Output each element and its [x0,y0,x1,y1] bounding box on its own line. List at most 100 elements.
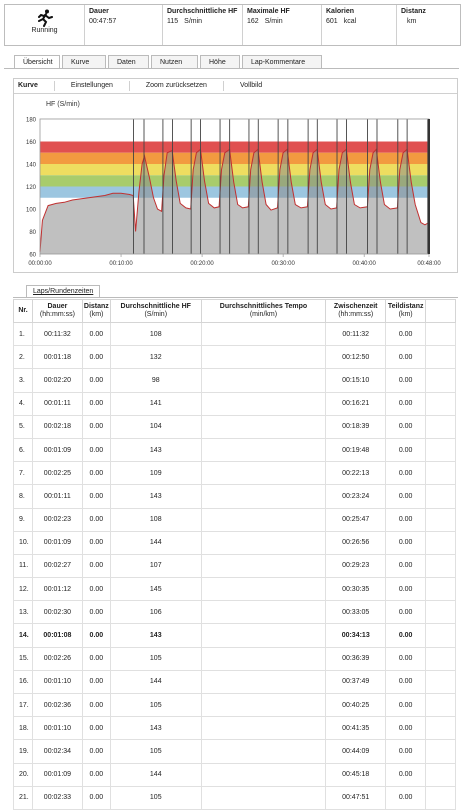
lap-cell [200,484,327,509]
lap-cell [200,391,327,416]
lap-cell: 5. [13,414,33,439]
y-tick-label: 120 [26,185,37,191]
hr-chart[interactable]: HF (S/min) 180 160 140 120 100 80 60 00:00:00 0… [14,94,457,272]
lap-row[interactable]: 12. 00:01:12 0.00 145 00:30:35 0.00 [13,577,456,602]
lap-cell: 00:01:11 [31,484,83,509]
avg-hr-value: 115 [167,18,179,25]
lap-row[interactable]: 3. 00:02:20 0.00 98 00:15:10 0.00 [13,368,456,393]
lap-row[interactable]: 2. 00:01:18 0.00 132 00:12:50 0.00 [13,345,456,370]
lap-row[interactable]: 1. 00:11:32 0.00 108 00:11:32 0.00 [13,321,456,347]
lap-row[interactable]: 15. 00:02:26 0.00 105 00:36:39 0.00 [13,646,456,671]
lap-cell: 00:23:24 [325,484,387,509]
tab-hoehe[interactable]: Höhe [200,55,240,68]
lap-cell: 0.00 [81,553,111,579]
lap-row[interactable]: 20. 00:01:09 0.00 144 00:45:18 0.00 [13,762,456,787]
laps-header-4[interactable]: Durchschnittliches Tempo (min/km) [200,299,327,323]
avg-hr-unit: S/min [184,18,203,25]
lap-cell: 0.00 [385,762,427,787]
lap-cell: 21. [13,785,33,810]
lap-cell [200,553,327,579]
lap-cell: 9. [13,507,33,532]
lap-row[interactable]: 17. 00:02:36 0.00 105 00:40:25 0.00 [13,692,456,718]
lap-cell: 0.00 [385,321,427,347]
lap-cell: 20. [13,762,33,787]
lap-row[interactable]: 9. 00:02:23 0.00 108 00:25:47 0.00 [13,507,456,532]
lap-row[interactable]: 16. 00:01:10 0.00 144 00:37:49 0.00 [13,669,456,695]
lap-cell: 0.00 [385,716,427,741]
tab-kurve[interactable]: Kurve [62,55,106,68]
lap-row[interactable]: 10. 00:01:09 0.00 144 00:26:56 0.00 [13,530,456,555]
tab-daten[interactable]: Daten [108,55,149,68]
laps-header-3[interactable]: Durchschnittliche HF (S/min) [109,299,202,323]
tab-divider [4,68,459,69]
header-unit: (hh:mm:ss) [39,311,75,318]
lap-cell [200,623,327,648]
lap-row[interactable]: 8. 00:01:11 0.00 143 00:23:24 0.00 [13,484,456,509]
laps-header-7[interactable] [425,299,456,323]
lap-cell: 00:02:23 [31,507,83,532]
calories-cell: Kalorien 601 kcal [322,5,397,45]
settings-button[interactable]: Einstellungen [55,81,130,91]
reset-zoom-button[interactable]: Zoom zurücksetzen [130,81,224,91]
laps-tab[interactable]: Laps/Rundenzeiten [26,285,101,298]
laps-header-6[interactable]: Teildistanz (km) [385,299,427,323]
lap-cell: 0.00 [385,692,427,718]
lap-cell: 00:02:33 [31,785,83,810]
lap-cell [200,600,327,625]
toolbar-kurve[interactable]: Kurve [14,81,55,91]
tab-uebersicht[interactable]: Übersicht [14,55,60,68]
lap-row[interactable]: 19. 00:02:34 0.00 105 00:44:09 0.00 [13,739,456,764]
tab-lap-kommentare[interactable]: Lap-Kommentare [242,55,322,68]
lap-row[interactable]: 5. 00:02:18 0.00 104 00:18:39 0.00 [13,414,456,439]
lap-cell: 00:02:27 [31,553,83,579]
lap-cell [200,762,327,787]
lap-cell: 0.00 [385,530,427,555]
y-tick-label: 160 [26,140,37,146]
fullscreen-button[interactable]: Vollbild [239,82,263,89]
lap-cell: 0.00 [81,507,111,532]
distance-unit: km [407,18,417,25]
lap-cell [200,669,327,695]
lap-row[interactable]: 7. 00:02:25 0.00 109 00:22:13 0.00 [13,461,456,486]
lap-row[interactable]: 18. 00:01:10 0.00 143 00:41:35 0.00 [13,716,456,741]
laps-header-2[interactable]: Distanz (km) [81,299,111,323]
lap-cell: 17. [13,692,33,718]
lap-cell: 0.00 [385,484,427,509]
lap-cell [425,437,456,463]
calories-value: 601 [326,18,338,25]
lap-cell: 143 [109,623,202,648]
activity-cell: Running [5,5,85,45]
lap-cell: 0.00 [81,785,111,810]
max-hr-label: Maximale HF [247,8,290,15]
lap-cell: 0.00 [81,484,111,509]
header-title: Teildistanz [387,303,424,310]
lap-cell: 0.00 [385,345,427,370]
y-tick-label: 100 [26,208,37,214]
laps-header-0[interactable]: Nr. [13,299,33,323]
lap-cell: 0.00 [81,577,111,602]
lap-row[interactable]: 4. 00:01:11 0.00 141 00:16:21 0.00 [13,391,456,416]
lap-cell [200,692,327,718]
x-tick-label: 00:40:00 [352,261,376,267]
lap-cell [425,391,456,416]
lap-cell: 00:02:25 [31,461,83,486]
lap-row[interactable]: 6. 00:01:09 0.00 143 00:19:48 0.00 [13,437,456,463]
lap-row[interactable]: 13. 00:02:30 0.00 106 00:33:05 0.00 [13,600,456,625]
tab-nutzen[interactable]: Nutzen [151,55,198,68]
lap-cell: 105 [109,646,202,671]
header-title: Distanz [83,303,109,310]
lap-cell: 6. [13,437,33,463]
lap-row[interactable]: 21. 00:02:33 0.00 105 00:47:51 0.00 [13,785,456,810]
lap-cell: 00:11:32 [325,321,387,347]
laps-header-1[interactable]: Dauer (hh:mm:ss) [31,299,83,323]
lap-cell: 00:26:56 [325,530,387,555]
laps-header-5[interactable]: Zwischenzeit (hh:mm:ss) [325,299,387,323]
header-title: Durchschnittliche HF [120,303,191,310]
lap-cell: 143 [109,437,202,463]
lap-row[interactable]: 11. 00:02:27 0.00 107 00:29:23 0.00 [13,553,456,579]
hr-zone-band [40,141,429,153]
max-hr-value: 162 [247,18,259,25]
lap-row[interactable]: 14. 00:01:08 0.00 143 00:34:13 0.00 [13,623,456,648]
y-tick-label: 140 [26,163,37,169]
hr-zone-band [40,152,429,164]
